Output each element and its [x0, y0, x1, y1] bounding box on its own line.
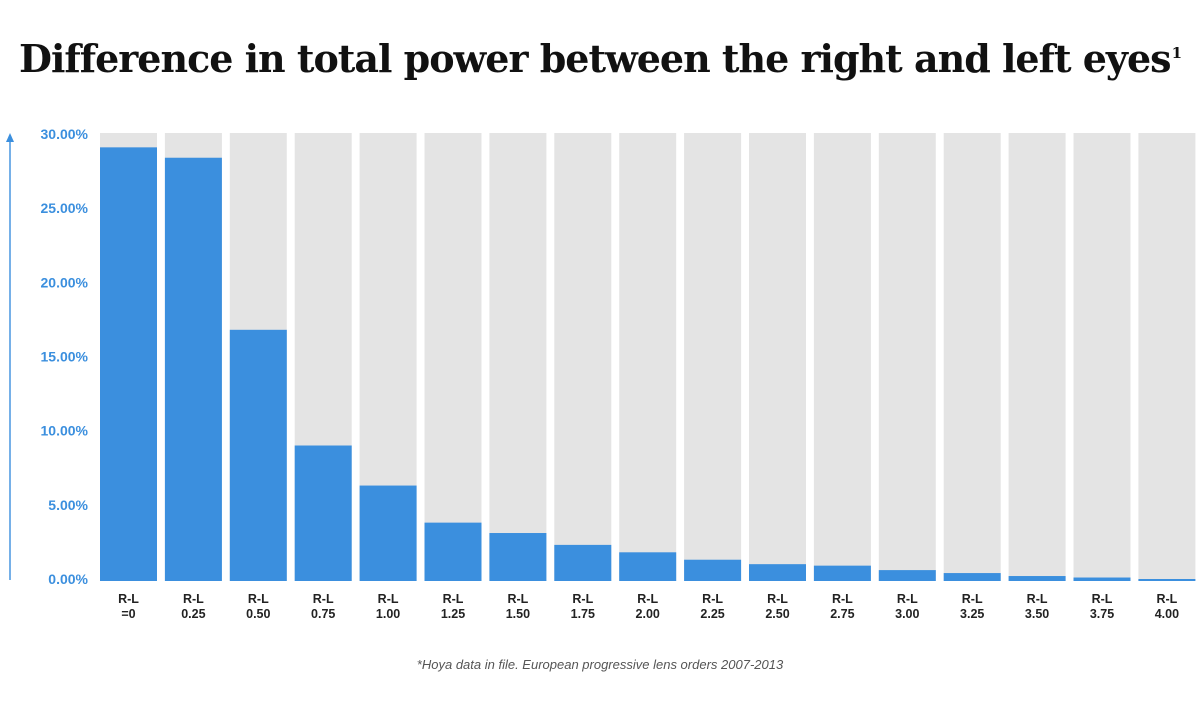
x-tick-label: R-L [1027, 592, 1048, 606]
x-tick-label: 0.50 [246, 607, 270, 621]
bar [164, 157, 222, 581]
x-tick-label: R-L [1156, 592, 1177, 606]
bar-track [424, 133, 482, 581]
bar [489, 533, 547, 581]
bar-track [1073, 133, 1131, 581]
x-tick-label: 2.25 [700, 607, 724, 621]
x-tick-label: R-L [183, 592, 204, 606]
y-tick-label: 30.00% [41, 126, 89, 142]
y-tick-label: 10.00% [41, 423, 89, 439]
x-tick-label: R-L [637, 592, 658, 606]
bar-track [489, 133, 547, 581]
y-tick-label: 0.00% [48, 571, 88, 587]
y-tick-label: 15.00% [41, 349, 89, 365]
footnote: *Hoya data in file. European progressive… [416, 657, 784, 672]
x-tick-label: R-L [897, 592, 918, 606]
bar-track [878, 133, 936, 581]
title-superscript: 1 [1171, 44, 1182, 63]
y-tick-label: 25.00% [41, 200, 89, 216]
bar-track [749, 133, 806, 581]
x-tick-label: R-L [832, 592, 853, 606]
chart-title-text: Difference in total power between the ri… [18, 36, 1172, 81]
bar [100, 147, 157, 581]
bar [813, 565, 871, 581]
bar-track [684, 133, 742, 581]
x-tick-label: R-L [248, 592, 269, 606]
x-tick-label: 4.00 [1155, 607, 1179, 621]
x-tick-label: 1.25 [441, 607, 465, 621]
bar [229, 329, 287, 581]
bar [619, 552, 677, 581]
bar [878, 570, 936, 581]
x-tick-label: R-L [378, 592, 399, 606]
y-tick-label: 20.00% [41, 274, 89, 290]
bar-track [554, 133, 612, 581]
x-tick-label: 1.75 [571, 607, 595, 621]
bar [554, 544, 612, 581]
x-tick-label: R-L [572, 592, 593, 606]
x-tick-label: 3.25 [960, 607, 984, 621]
x-tick-label: 3.50 [1025, 607, 1049, 621]
bar [1008, 576, 1066, 581]
x-tick-label: 2.00 [636, 607, 660, 621]
bar [294, 445, 352, 581]
x-tick-label: 0.25 [181, 607, 205, 621]
bar-track [619, 133, 677, 581]
x-tick-label: 2.50 [765, 607, 789, 621]
x-tick-label: R-L [313, 592, 334, 606]
x-tick-label: 3.75 [1090, 607, 1114, 621]
y-tick-label: 5.00% [48, 497, 88, 513]
bar [1138, 579, 1196, 581]
x-tick-label: R-L [702, 592, 723, 606]
bar [359, 485, 417, 581]
bar-track [943, 133, 1001, 581]
x-tick-label: 0.75 [311, 607, 335, 621]
x-tick-label: 1.50 [506, 607, 530, 621]
bar-track [813, 133, 871, 581]
x-tick-label: R-L [443, 592, 464, 606]
bar [424, 522, 482, 581]
x-tick-label: R-L [507, 592, 528, 606]
chart-title: Difference in total power between the ri… [0, 36, 1200, 81]
bar [943, 573, 1001, 581]
x-tick-label: R-L [118, 592, 139, 606]
x-tick-label: 1.00 [376, 607, 400, 621]
x-tick-label: =0 [121, 607, 135, 621]
x-tick-label: R-L [1092, 592, 1113, 606]
x-tick-label: R-L [962, 592, 983, 606]
x-tick-label: R-L [767, 592, 788, 606]
bar [684, 559, 742, 581]
bar-track [1138, 133, 1196, 581]
y-axis-arrow-icon [6, 133, 14, 142]
bar [1073, 577, 1131, 581]
bar [749, 564, 806, 581]
bar-track [1008, 133, 1066, 581]
x-tick-label: 2.75 [830, 607, 854, 621]
x-tick-label: 3.00 [895, 607, 919, 621]
